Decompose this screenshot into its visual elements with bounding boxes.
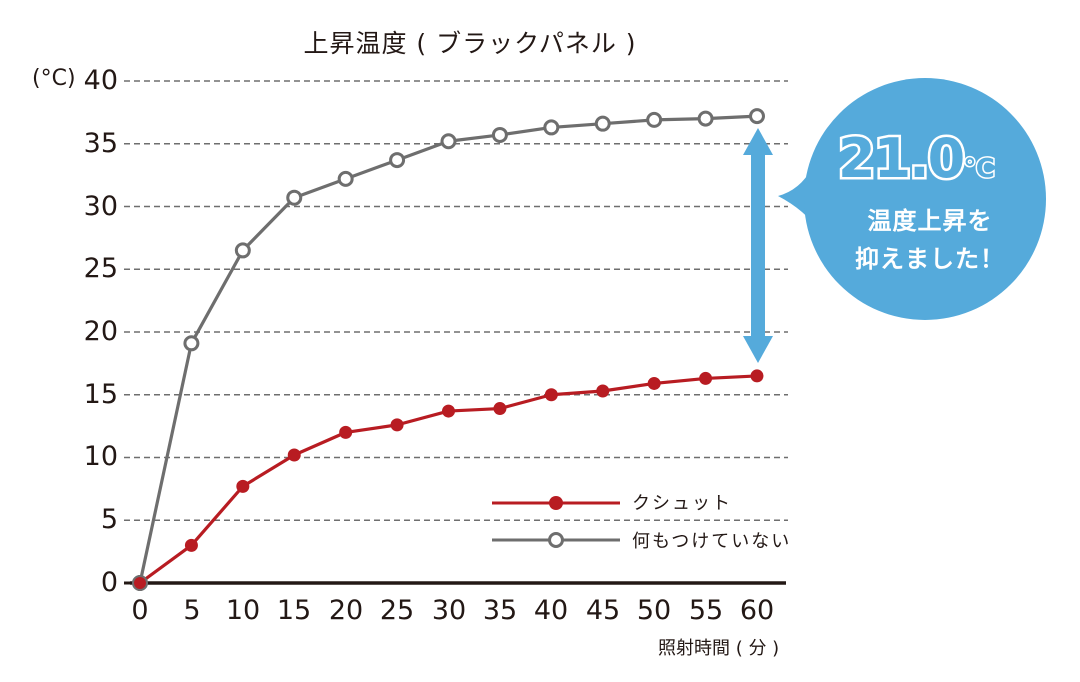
y-tick-label: 5 (100, 504, 118, 535)
data-point-untreated (594, 115, 611, 132)
data-point-treated (339, 425, 353, 439)
data-point-untreated (491, 126, 508, 143)
x-tick-label: 60 (739, 595, 775, 626)
legend-label-treated: クシュット (632, 493, 732, 514)
data-point-untreated (749, 108, 765, 125)
data-point-untreated (646, 111, 663, 128)
x-tick-label: 10 (225, 595, 261, 626)
data-point-treated (390, 418, 404, 432)
data-point-untreated (337, 170, 354, 187)
y-tick-label: 0 (100, 567, 118, 598)
data-point-untreated (697, 110, 714, 127)
temperature-difference: 21.0℃ (835, 124, 1018, 204)
x-axis-label: 照射時間 ( 分 ) (658, 638, 780, 659)
data-point-untreated (543, 119, 560, 136)
bubble-circle (804, 78, 1046, 320)
x-tick-label: 50 (636, 595, 672, 626)
data-point-treated (236, 479, 250, 493)
x-tick-label: 0 (131, 595, 149, 626)
bubble-message-line2: 抑えました！ (855, 245, 1005, 273)
celsius-unit: ℃ (962, 153, 997, 186)
y-tick-label: 15 (83, 379, 118, 410)
x-tick-label: 15 (276, 595, 312, 626)
data-point-untreated (389, 152, 406, 169)
x-tick-label: 5 (183, 595, 201, 626)
bubble-message-line1: 温度上昇を (867, 207, 993, 235)
x-tick-label: 35 (482, 595, 518, 626)
data-point-treated (287, 448, 301, 462)
legend-marker-treated (549, 496, 563, 510)
arrow-head-up-icon (743, 128, 773, 155)
x-tick-label: 55 (688, 595, 724, 626)
data-point-untreated (440, 133, 457, 150)
data-point-treated (544, 388, 558, 402)
difference-value: 21.0 (835, 125, 967, 193)
data-point-untreated (286, 189, 303, 206)
y-tick-label: 35 (83, 128, 118, 159)
data-point-treated (493, 402, 507, 416)
y-tick-label: 10 (83, 441, 118, 472)
x-tick-label: 30 (431, 595, 467, 626)
x-tick-label: 20 (328, 595, 364, 626)
y-axis-unit: (°C) (32, 66, 76, 91)
arrow-shaft (751, 154, 765, 337)
chart-title: 上昇温度 ( ブラックパネル ) (303, 29, 637, 58)
origin-point (132, 575, 148, 591)
data-point-treated (699, 371, 713, 385)
data-point-treated (647, 376, 661, 390)
x-tick-label: 45 (585, 595, 621, 626)
data-point-treated (596, 384, 610, 398)
data-point-treated (442, 404, 455, 418)
legend-marker-untreated (548, 532, 564, 548)
y-tick-label: 25 (83, 253, 118, 284)
legend-label-untreated: 何もつけていない (632, 531, 792, 552)
arrow-head-down-icon (743, 336, 773, 363)
x-tick-label: 40 (533, 595, 569, 626)
data-point-treated (750, 369, 764, 383)
y-tick-label: 20 (83, 316, 118, 347)
data-point-treated (184, 538, 198, 552)
y-tick-label: 30 (83, 191, 118, 222)
data-point-untreated (183, 335, 200, 352)
y-tick-label: 40 (83, 65, 118, 96)
x-tick-label: 25 (379, 595, 415, 626)
data-point-untreated (234, 242, 251, 259)
